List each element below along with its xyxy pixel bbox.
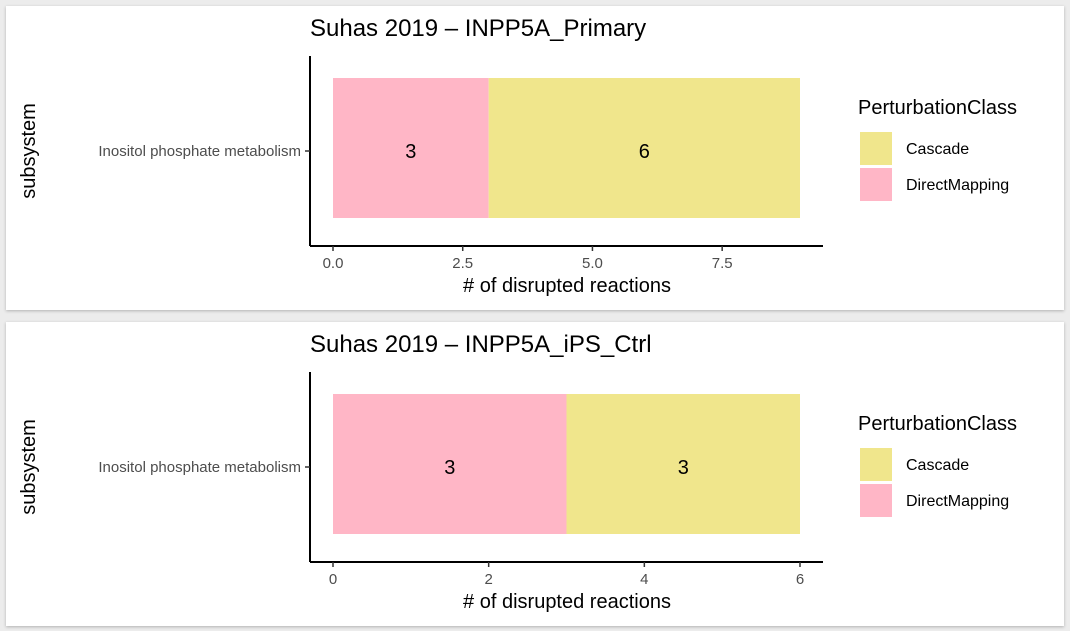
x-tick-label: 0 <box>329 571 337 588</box>
chart-title: Suhas 2019 – INPP5A_Primary <box>310 15 646 42</box>
bar-cascade <box>488 78 800 218</box>
data-label-cascade: 3 <box>678 457 689 479</box>
legend-label-directmapping: DirectMapping <box>906 177 1009 194</box>
y-axis-title: subsystem <box>18 419 40 515</box>
x-tick-label: 2 <box>484 571 492 588</box>
bar-directmapping <box>333 78 489 218</box>
chart-ips-ctrl: Suhas 2019 – INPP5A_iPS_Ctrl 3 3 Inositol p… <box>18 331 1017 613</box>
legend-title: PerturbationClass <box>858 97 1017 119</box>
bar-directmapping <box>333 394 567 534</box>
x-tick-label: 6 <box>796 571 804 588</box>
chart-panel-primary: Suhas 2019 – INPP5A_Primary 3 6 Inositol ph… <box>6 6 1064 310</box>
bar-cascade <box>566 394 800 534</box>
x-axis-title: # of disrupted reactions <box>463 275 671 297</box>
legend-swatch-cascade <box>860 132 892 165</box>
legend-swatch-directmapping <box>860 484 892 517</box>
legend-label-cascade: Cascade <box>906 141 969 158</box>
chart-title: Suhas 2019 – INPP5A_iPS_Ctrl <box>310 331 652 358</box>
y-tick-label: Inositol phosphate metabolism <box>98 459 301 476</box>
legend-label-cascade: Cascade <box>906 457 969 474</box>
legend-label-directmapping: DirectMapping <box>906 493 1009 510</box>
x-tick-label: 7.5 <box>712 255 733 272</box>
legend-title: PerturbationClass <box>858 413 1017 435</box>
x-tick-label: 0.0 <box>323 255 344 272</box>
data-label-cascade: 6 <box>639 141 650 163</box>
chart-primary: Suhas 2019 – INPP5A_Primary 3 6 Inositol ph… <box>18 15 1017 297</box>
y-axis-title: subsystem <box>18 103 40 199</box>
x-tick-label: 5.0 <box>582 255 603 272</box>
data-label-directmapping: 3 <box>444 457 455 479</box>
x-axis-title: # of disrupted reactions <box>463 591 671 613</box>
x-tick-label: 2.5 <box>452 255 473 272</box>
legend-swatch-directmapping <box>860 168 892 201</box>
chart-panel-ips-ctrl: Suhas 2019 – INPP5A_iPS_Ctrl 3 3 Inositol p… <box>6 322 1064 626</box>
data-label-directmapping: 3 <box>405 141 416 163</box>
legend-swatch-cascade <box>860 448 892 481</box>
x-tick-label: 4 <box>640 571 648 588</box>
y-tick-label: Inositol phosphate metabolism <box>98 143 301 160</box>
